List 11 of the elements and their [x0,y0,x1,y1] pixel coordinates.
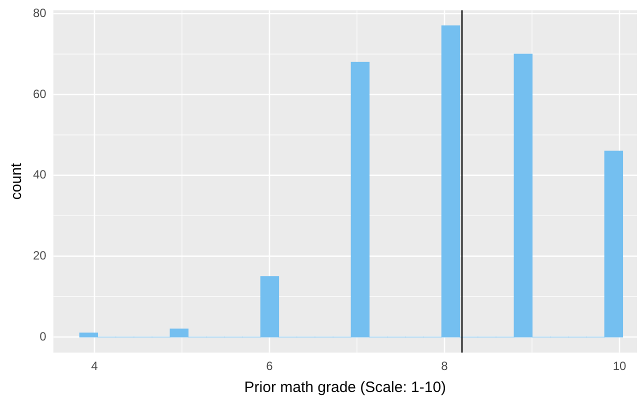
y-tick-label: 0 [40,329,47,344]
x-tick-label: 10 [612,359,626,374]
y-tick-label: 60 [32,86,47,101]
y-tick-label: 80 [32,6,47,20]
x-tick-label: 8 [441,359,448,374]
y-axis-title: count [8,162,26,200]
x-axis-title: Prior math grade (Scale: 1-10) [244,379,446,396]
x-tick-label: 4 [91,359,98,374]
x-tick-label: 6 [266,359,274,374]
y-tick-label: 20 [32,248,47,262]
y-tick-label: 40 [32,168,47,182]
